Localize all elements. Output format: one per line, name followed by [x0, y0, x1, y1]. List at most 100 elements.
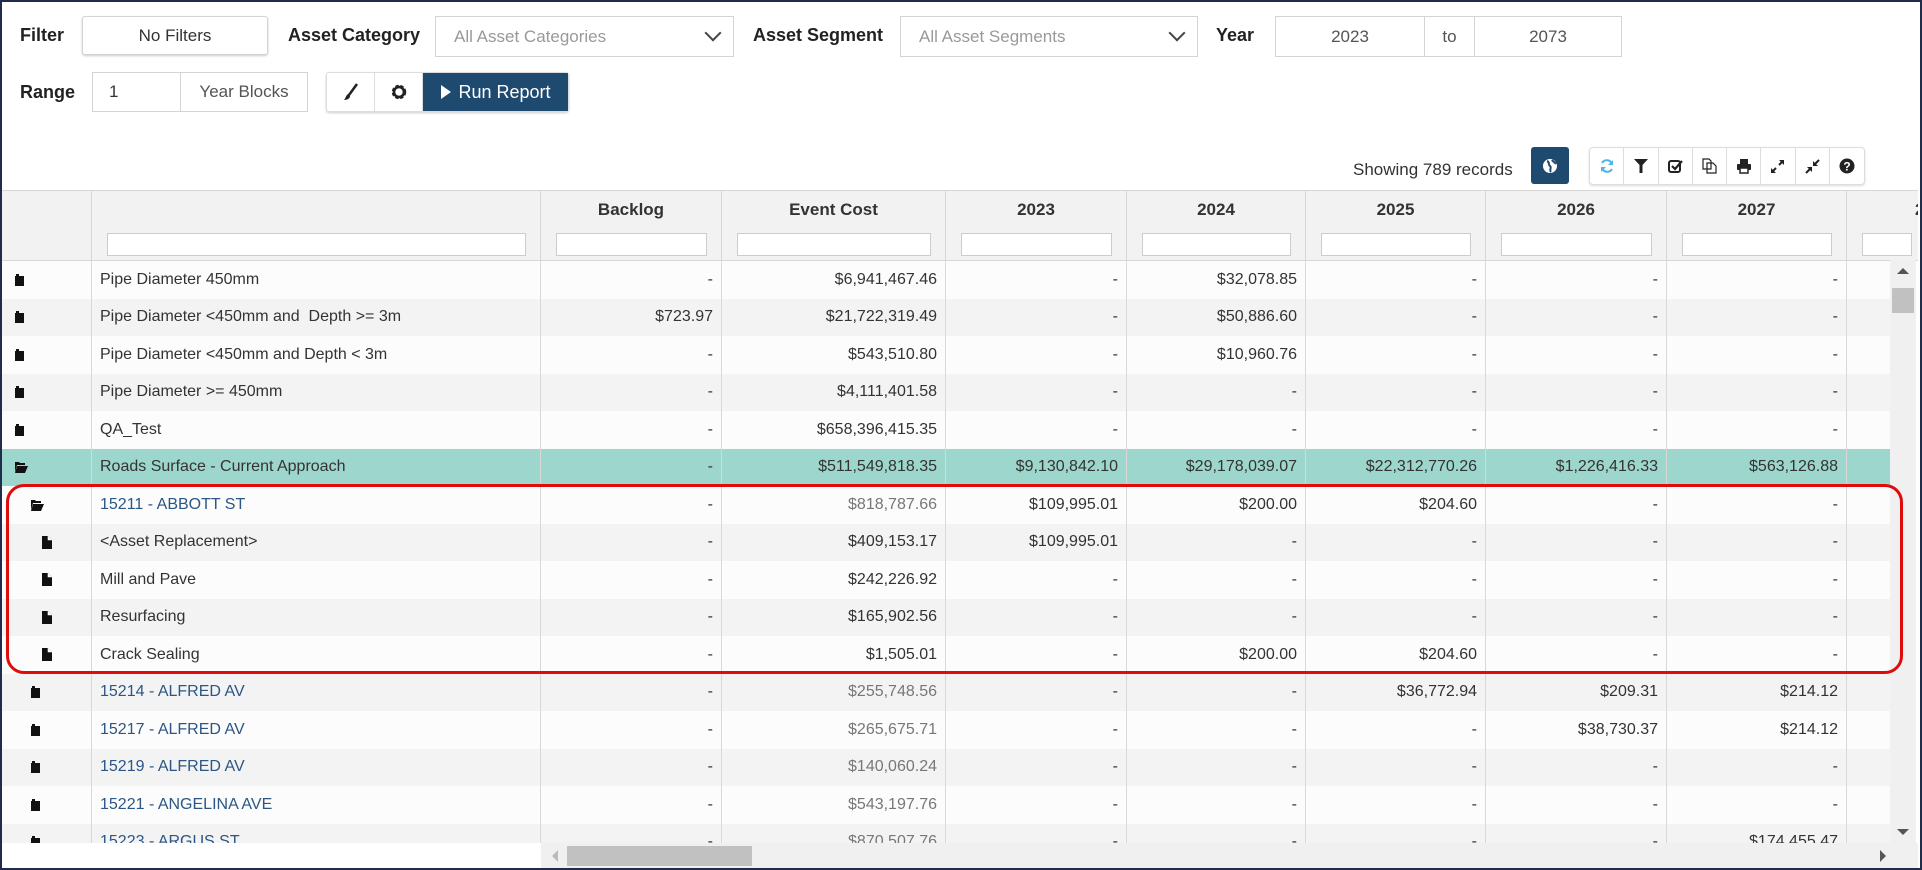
filter-toggle-button[interactable] [1624, 148, 1659, 184]
column-filter-input[interactable] [1142, 233, 1291, 256]
row-name[interactable]: 15217 - ALFRED AV [92, 711, 541, 749]
vertical-scrollbar[interactable] [1890, 260, 1916, 843]
vertical-scroll-thumb[interactable] [1892, 288, 1914, 313]
row-toggle[interactable] [2, 448, 92, 486]
event-row[interactable]: Crack Sealing - $1,505.01- $200.00 $204.60- - [2, 636, 1890, 674]
row-toggle[interactable] [2, 561, 92, 599]
y2025-cell: - [1306, 336, 1486, 374]
y2023-cell: - [946, 261, 1127, 299]
row-name[interactable]: 15214 - ALFRED AV [92, 673, 541, 711]
column-header[interactable]: Event Cost [722, 191, 946, 261]
column-header[interactable]: Backlog [541, 191, 722, 261]
column-header[interactable]: 2 [1847, 191, 1918, 261]
select-button[interactable] [1659, 148, 1693, 184]
asset-row[interactable]: 15214 - ALFRED AV - $255,748.56- - $36,772.9… [2, 673, 1890, 711]
row-name[interactable]: 15221 - ANGELINA AVE [92, 786, 541, 824]
year-from-input[interactable]: 2023 [1275, 16, 1425, 57]
scroll-left-arrow[interactable] [552, 850, 558, 862]
print-icon [1736, 159, 1751, 174]
column-filter-input[interactable] [1501, 233, 1652, 256]
column-filter-input[interactable] [1321, 233, 1471, 256]
row-name[interactable]: 15211 - ABBOTT ST [92, 486, 541, 524]
column-filter-input[interactable] [1682, 233, 1832, 256]
event-row[interactable]: Resurfacing - $165,902.56- - - - - [2, 598, 1890, 636]
horizontal-scrollbar[interactable] [2, 843, 1918, 868]
column-header[interactable]: 2026 [1486, 191, 1667, 261]
row-toggle[interactable] [2, 298, 92, 336]
frozen-area [2, 843, 541, 868]
refresh-button[interactable] [1590, 148, 1625, 184]
category-row[interactable]: Pipe Diameter 450mm - $6,941,467.46- $32,07… [2, 261, 1890, 299]
asset-row[interactable]: 15221 - ANGELINA AVE - $543,197.76- - - - - [2, 786, 1890, 824]
row-toggle[interactable] [2, 786, 92, 824]
brush-button[interactable] [327, 73, 375, 111]
help-button[interactable]: ? [1830, 148, 1864, 184]
row-toggle[interactable] [2, 523, 92, 561]
copy-icon [1702, 158, 1717, 174]
year-to-input[interactable]: 2073 [1474, 16, 1622, 57]
asset-row[interactable]: 15223 - ARGUS ST - $870,507.76- - - - $174,455… [2, 823, 1890, 843]
row-name: Pipe Diameter >= 450mm [92, 373, 541, 411]
row-toggle[interactable] [2, 336, 92, 374]
y2027-cell: $174,455.47 [1667, 823, 1847, 843]
category-row[interactable]: Pipe Diameter >= 450mm - $4,111,401.58- - - -… [2, 373, 1890, 411]
category-row[interactable]: Pipe Diameter <450mm and Depth >= 3m $723… [2, 298, 1890, 336]
row-toggle[interactable] [2, 673, 92, 711]
row-toggle[interactable] [2, 711, 92, 749]
category-row[interactable]: Roads Surface - Current Approach - $511,54… [2, 448, 1890, 486]
column-filter-input[interactable] [961, 233, 1112, 256]
category-row[interactable]: Pipe Diameter <450mm and Depth < 3m - $543… [2, 336, 1890, 374]
settings-button[interactable] [375, 73, 423, 111]
copy-button[interactable] [1693, 148, 1727, 184]
asset-row[interactable]: 15217 - ALFRED AV - $265,675.71- - - $38,730.… [2, 711, 1890, 749]
asset-row[interactable]: 15211 - ABBOTT ST - $818,787.66 $109,995.01… [2, 486, 1890, 524]
expand-button[interactable] [1761, 148, 1796, 184]
y2025-cell: - [1306, 711, 1486, 749]
scroll-down-arrow[interactable] [1897, 829, 1909, 835]
run-report-button[interactable]: Run Report [423, 73, 568, 111]
print-button[interactable] [1727, 148, 1762, 184]
filter-button[interactable]: No Filters [82, 16, 268, 55]
column-header[interactable]: 2027 [1667, 191, 1847, 261]
asset-segment-select[interactable]: All Asset Segments [900, 16, 1198, 57]
row-toggle[interactable] [2, 373, 92, 411]
column-header-label: 2025 [1376, 200, 1415, 219]
event-row[interactable]: Mill and Pave - $242,226.92- - - - - [2, 561, 1890, 599]
range-label: Range [20, 82, 76, 102]
row-toggle[interactable] [2, 411, 92, 449]
asset-category-select[interactable]: All Asset Categories [435, 16, 734, 57]
row-toggle[interactable] [2, 486, 92, 524]
globe-icon [1543, 158, 1557, 173]
column-header[interactable]: 2023 [946, 191, 1127, 261]
brush-icon [343, 83, 358, 100]
row-toggle[interactable] [2, 598, 92, 636]
scroll-up-arrow[interactable] [1897, 268, 1909, 274]
range-input[interactable]: 1 [92, 72, 181, 112]
row-toggle[interactable] [2, 261, 92, 299]
compress-button[interactable] [1796, 148, 1830, 184]
row-toggle[interactable] [2, 823, 92, 843]
event-row[interactable]: <Asset Replacement> - $409,153.17 $109,995.… [2, 523, 1890, 561]
horizontal-scroll-thumb[interactable] [567, 846, 752, 866]
row-name[interactable]: 15219 - ALFRED AV [92, 748, 541, 786]
column-header[interactable]: 2025 [1306, 191, 1486, 261]
column-filter-input[interactable] [556, 233, 707, 256]
column-header[interactable]: 2024 [1127, 191, 1306, 261]
backlog-cell: - [541, 336, 722, 374]
event-cost-cell: $658,396,415.35 [722, 411, 946, 449]
y2027-cell: - [1667, 748, 1847, 786]
row-name[interactable]: 15223 - ARGUS ST [92, 823, 541, 843]
event-cost-cell: $242,226.92 [722, 561, 946, 599]
y2026-cell: - [1486, 636, 1667, 674]
column-filter-input[interactable] [1862, 233, 1912, 256]
category-row[interactable]: QA_Test - $658,396,415.35- - - - - [2, 411, 1890, 449]
asset-row[interactable]: 15219 - ALFRED AV - $140,060.24- - - - - [2, 748, 1890, 786]
row-toggle[interactable] [2, 748, 92, 786]
column-filter-input[interactable] [737, 233, 931, 256]
row-toggle[interactable] [2, 636, 92, 674]
y2023-cell: - [946, 373, 1127, 411]
scroll-right-arrow[interactable] [1880, 850, 1886, 862]
column-header[interactable] [92, 191, 541, 261]
globe-button[interactable] [1531, 147, 1569, 184]
column-filter-input[interactable] [107, 233, 526, 256]
